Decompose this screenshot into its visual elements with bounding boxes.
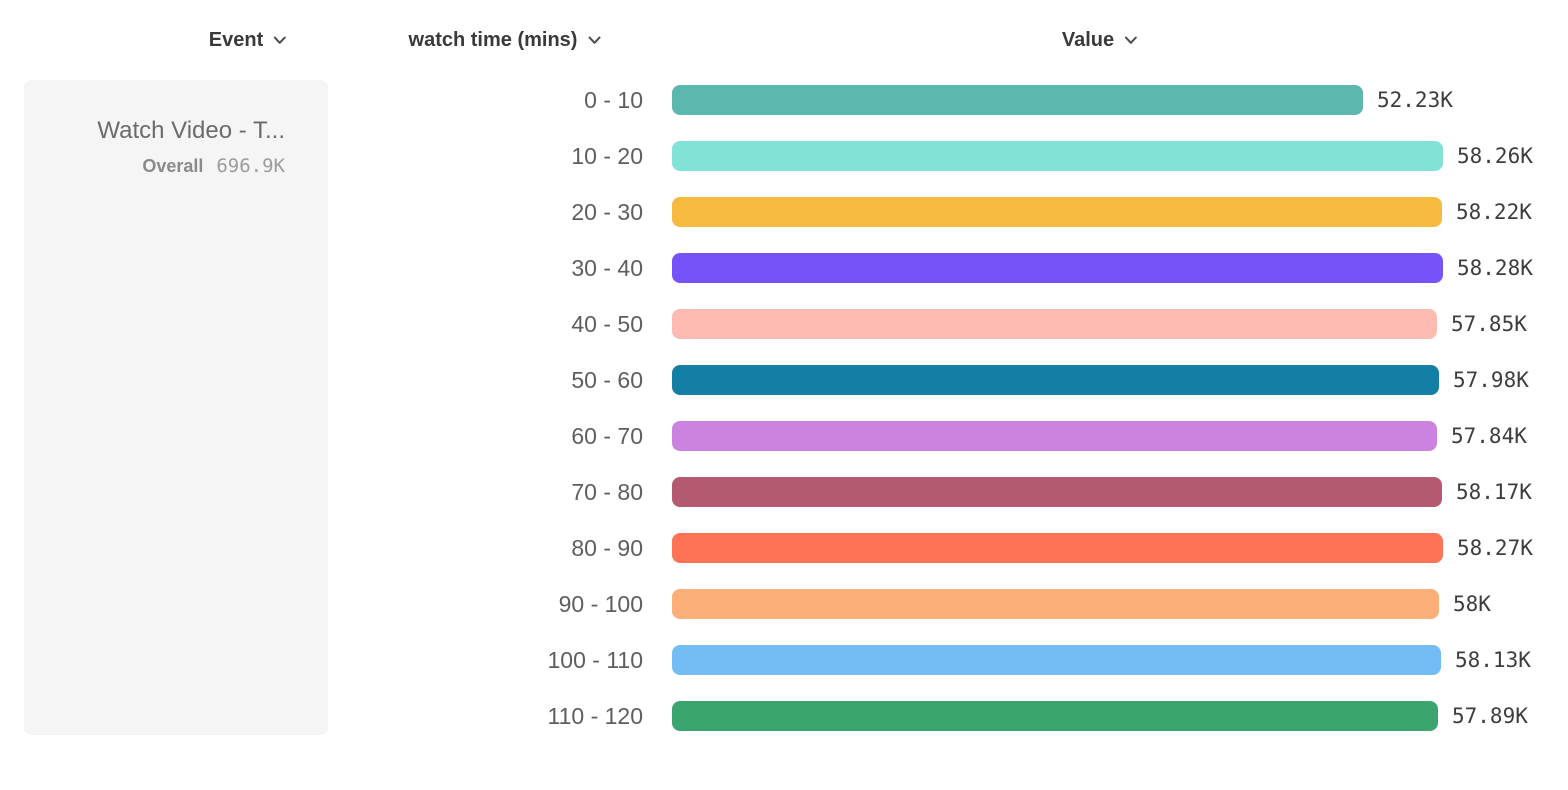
bar[interactable] <box>672 701 1438 731</box>
bar-value: 58.26K <box>1457 144 1533 168</box>
event-title: Watch Video - T... <box>97 117 285 144</box>
bar-and-value: 58.26K <box>672 141 1533 171</box>
bar[interactable] <box>672 85 1363 115</box>
bucket-label: 50 - 60 <box>571 366 643 393</box>
bar-chart: 0 - 10 52.23K 10 - 20 58.26K 20 - 30 58.22K 30… <box>0 72 1568 744</box>
event-overall-row: Overall 696.9K <box>44 155 285 177</box>
chart-row: 90 - 100 58K <box>0 576 1568 632</box>
bar-value: 57.98K <box>1453 368 1529 392</box>
bucket-label: 60 - 70 <box>571 422 643 449</box>
bar-and-value: 58.17K <box>672 477 1532 507</box>
bar-value: 58.17K <box>1456 480 1532 504</box>
chart-row: 10 - 20 58.26K <box>0 128 1568 184</box>
bar-and-value: 58.13K <box>672 645 1531 675</box>
overall-label: Overall <box>142 156 204 176</box>
bucket-label: 30 - 40 <box>571 254 643 281</box>
bar[interactable] <box>672 477 1442 507</box>
chart-row: 0 - 10 52.23K <box>0 72 1568 128</box>
chart-row: 100 - 110 58.13K <box>0 632 1568 688</box>
bucket-label: 80 - 90 <box>571 534 643 561</box>
bucket-label: 110 - 120 <box>547 702 643 729</box>
event-column-label: Event <box>208 29 264 51</box>
bar-and-value: 57.85K <box>672 309 1527 339</box>
bar-and-value: 58.27K <box>672 533 1533 563</box>
bar-and-value: 57.98K <box>672 365 1529 395</box>
breakdown-column-label: watch time (mins) <box>408 29 578 51</box>
bar-and-value: 58.28K <box>672 253 1533 283</box>
value-column-label: Value <box>1061 29 1115 51</box>
bar-value: 58.13K <box>1455 648 1531 672</box>
chart-row: 70 - 80 58.17K <box>0 464 1568 520</box>
chevron-down-icon <box>273 36 287 45</box>
bar-and-value: 58K <box>672 589 1491 619</box>
bucket-label: 10 - 20 <box>571 142 643 169</box>
chart-row: 40 - 50 57.85K <box>0 296 1568 352</box>
bucket-label: 100 - 110 <box>547 646 643 673</box>
chart-row: 20 - 30 58.22K <box>0 184 1568 240</box>
bar[interactable] <box>672 197 1442 227</box>
bar[interactable] <box>672 645 1441 675</box>
overall-value: 696.9K <box>216 155 285 177</box>
bar-value: 57.89K <box>1452 704 1528 728</box>
event-column-dropdown[interactable]: Event <box>209 29 287 52</box>
bar-value: 58.28K <box>1457 256 1533 280</box>
bar[interactable] <box>672 253 1443 283</box>
bar[interactable] <box>672 589 1439 619</box>
bar[interactable] <box>672 421 1437 451</box>
chart-row: 30 - 40 58.28K <box>0 240 1568 296</box>
bucket-label: 70 - 80 <box>571 478 643 505</box>
bar[interactable] <box>672 141 1443 171</box>
bar-and-value: 52.23K <box>672 85 1453 115</box>
bar-and-value: 58.22K <box>672 197 1532 227</box>
bar-value: 52.23K <box>1377 88 1453 112</box>
bar-and-value: 57.84K <box>672 421 1527 451</box>
chevron-down-icon <box>1124 36 1138 45</box>
bar-value: 58K <box>1453 592 1491 616</box>
bar-and-value: 57.89K <box>672 701 1528 731</box>
bar[interactable] <box>672 309 1437 339</box>
event-card[interactable]: Watch Video - T... Overall 696.9K <box>24 80 328 735</box>
bucket-label: 90 - 100 <box>558 590 643 617</box>
bucket-label: 40 - 50 <box>571 310 643 337</box>
chart-row: 60 - 70 57.84K <box>0 408 1568 464</box>
chart-row: 50 - 60 57.98K <box>0 352 1568 408</box>
chart-row: 110 - 120 57.89K <box>0 688 1568 744</box>
chart-row: 80 - 90 58.27K <box>0 520 1568 576</box>
chevron-down-icon <box>587 36 601 45</box>
bar-value: 58.22K <box>1456 200 1532 224</box>
breakdown-column-dropdown[interactable]: watch time (mins) <box>409 29 602 52</box>
bar[interactable] <box>672 365 1439 395</box>
bar-value: 57.84K <box>1451 424 1527 448</box>
bar[interactable] <box>672 533 1443 563</box>
bucket-label: 20 - 30 <box>571 198 643 225</box>
bucket-label: 0 - 10 <box>584 86 643 113</box>
value-column-dropdown[interactable]: Value <box>1062 29 1138 52</box>
bar-value: 58.27K <box>1457 536 1533 560</box>
bar-value: 57.85K <box>1451 312 1527 336</box>
